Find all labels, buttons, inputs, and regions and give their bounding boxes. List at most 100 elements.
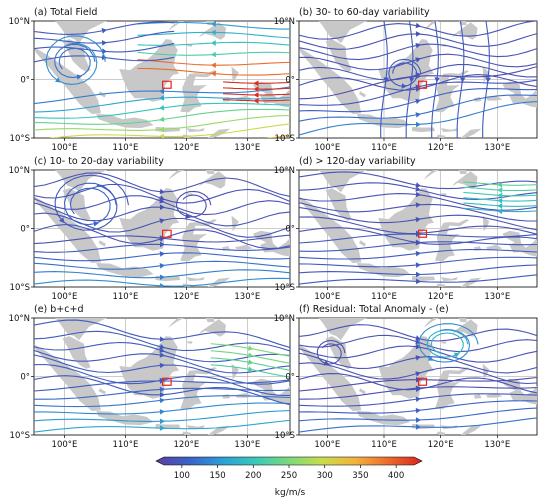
colorbar-tick-label-6: 400 — [388, 471, 404, 481]
panel-c-ticks: 100°E 110°E 120°E 130°E 10°N 0° 10°S — [9, 166, 261, 302]
panel-c-arrowhead-13 — [59, 217, 65, 224]
panel-a-arrowhead-21 — [76, 74, 82, 80]
panel-e-streamlines — [34, 319, 290, 433]
panel-a-ticks: 100°E 110°E 120°E 130°E 10°N 0° 10°S — [9, 17, 261, 153]
panel-e-landmass-7 — [182, 431, 192, 435]
panel-e-arrowhead-9 — [159, 352, 165, 358]
panel-a-xtick-label-0: 100°E — [52, 143, 78, 153]
panel-c-arrowhead-12 — [93, 221, 99, 227]
panel-f-landmass-16 — [458, 318, 467, 323]
panel-f-arrowhead-1 — [415, 417, 421, 423]
panel-f-xtick-label-1: 110°E — [371, 440, 397, 450]
panel-f-ytick-label-1: 0° — [285, 373, 295, 383]
panel-b: (b) 30- to 60-day variability 100°E 110°E… — [274, 7, 538, 153]
panel-b-landmass-6 — [460, 128, 482, 138]
panel-e-arrowhead-16 — [247, 345, 254, 351]
panel-a-arrowhead-9 — [210, 51, 216, 58]
panel-b-xtick-label-3: 130°E — [484, 143, 510, 153]
panel-b-xtick-label-1: 110°E — [371, 143, 397, 153]
panel-c-site-marker — [162, 229, 172, 238]
panel-a-title: (a) Total Field — [34, 7, 97, 18]
panel-f-arrowhead-7 — [415, 371, 421, 377]
panel-e: (e) b+c+d 100°E 110°E 120°E 130°E 10°N 0° 10°S — [9, 304, 291, 450]
panel-a-landmass-9 — [180, 70, 217, 113]
panel-f-landmass-10 — [482, 363, 490, 380]
panel-f-site-marker — [417, 377, 428, 386]
panel-c-landmass-8 — [119, 188, 180, 251]
panel-c-landmass-9 — [180, 219, 217, 262]
panel-f-landmass-8 — [378, 336, 434, 399]
panel-c: (c) 10- to 20-day variability 100°E 110°E… — [9, 156, 291, 302]
panel-e-arrowhead-13 — [247, 366, 254, 372]
panel-d-landmass-6 — [460, 277, 482, 287]
panel-b-arrowhead-11 — [383, 77, 389, 83]
panel-f-xtick-label-3: 130°E — [484, 440, 510, 450]
panel-d-landmass-7 — [436, 283, 446, 287]
panel-b-ticks: 100°E 110°E 120°E 130°E 10°N 0° 10°S — [274, 17, 511, 153]
panel-c-landmass-6 — [207, 277, 231, 287]
panel-e-arrowhead-2 — [159, 409, 165, 415]
panel-a-ytick-label-0: 10°N — [9, 17, 30, 27]
panel-d-landmass-1 — [325, 188, 352, 221]
panel-a-landmass-3 — [96, 114, 154, 129]
panel-e-arrowhead-12 — [159, 336, 165, 342]
panel-f-arrowhead-6 — [415, 386, 421, 393]
panel-e-landmass-14 — [168, 318, 184, 328]
panel-a-arrowhead-14 — [253, 92, 259, 98]
panel-b-site-marker — [417, 80, 428, 89]
panel-a-arrowhead-12 — [210, 21, 216, 27]
panel-d-plot-area — [299, 170, 537, 287]
panel-b-landmass-5 — [440, 128, 458, 133]
panel-b-plot-area — [299, 21, 537, 138]
panel-e-plot-area — [34, 318, 290, 435]
panel-c-title: (c) 10- to 20-day variability — [34, 156, 164, 167]
panel-d-arrowhead-2 — [415, 262, 421, 268]
panel-d-landmass-17 — [359, 240, 366, 247]
panel-e-landmass-18 — [187, 341, 193, 344]
panel-c-landmass-17 — [98, 240, 106, 247]
panel-f-landmass-17 — [359, 388, 366, 395]
panel-b-arrowhead-13 — [434, 77, 440, 83]
panel-d-ytick-label-2: 10°S — [275, 283, 295, 293]
panel-b-xtick-label-0: 100°E — [314, 143, 340, 153]
panel-f-landmass-11 — [474, 394, 482, 399]
panel-a-landmass-14 — [168, 21, 184, 31]
panel-d-arrowhead-18 — [497, 182, 503, 188]
panel-a-streamlines — [34, 21, 290, 138]
panel-c-arrowhead-0 — [159, 283, 165, 287]
panel-f-ytick-label-2: 10°S — [275, 431, 295, 441]
panel-e-arrowhead-4 — [159, 386, 165, 393]
panel-a-arrowhead-1 — [159, 133, 164, 138]
panel-a-arrowhead-22 — [55, 77, 61, 83]
colorbar-tick-label-4: 300 — [317, 471, 333, 481]
panel-d-landmass-8 — [378, 188, 434, 251]
panel-e-landmass-16 — [205, 318, 215, 323]
panel-c-streamlines — [34, 172, 290, 287]
panel-e-arrowhead-1 — [160, 418, 165, 425]
panel-b-xtick-label-2: 120°E — [428, 143, 454, 153]
panel-a-arrowhead-5 — [159, 95, 165, 101]
panel-d-landmass-10 — [482, 215, 490, 232]
panel-a-site-marker — [162, 80, 172, 89]
panel-b-landmass-1 — [325, 39, 352, 72]
panel-b-arrowhead-1 — [415, 112, 421, 118]
panel-c-ytick-label-2: 10°S — [10, 283, 30, 293]
panel-d-landmass-15 — [452, 171, 478, 189]
panel-d-arrowhead-1 — [416, 271, 421, 278]
colorbar-label: kg/m/s — [275, 488, 306, 498]
panel-a-arrowhead-11 — [210, 29, 216, 36]
panel-f-landmass-7 — [436, 431, 446, 435]
panel-d-arrowhead-16 — [497, 192, 503, 199]
panel-b-ytick-label-0: 10°N — [274, 17, 295, 27]
panel-e-ytick-label-1: 0° — [20, 373, 30, 383]
panel-c-ytick-label-1: 0° — [20, 225, 30, 235]
panel-c-arrowhead-7 — [159, 218, 165, 224]
panel-a-arrowhead-2 — [159, 126, 165, 133]
panel-f: (f) Residual: Total Anomaly - (e) 100°E 1… — [274, 304, 538, 450]
panel-a-arrowhead-6 — [159, 88, 165, 95]
panel-b-landmass-2 — [318, 21, 367, 44]
panel-a-arrowhead-15 — [253, 86, 259, 92]
panel-c-plot-area — [34, 170, 290, 287]
panel-b-landmass-9 — [435, 70, 469, 113]
panel-a-xtick-label-1: 110°E — [112, 143, 138, 153]
